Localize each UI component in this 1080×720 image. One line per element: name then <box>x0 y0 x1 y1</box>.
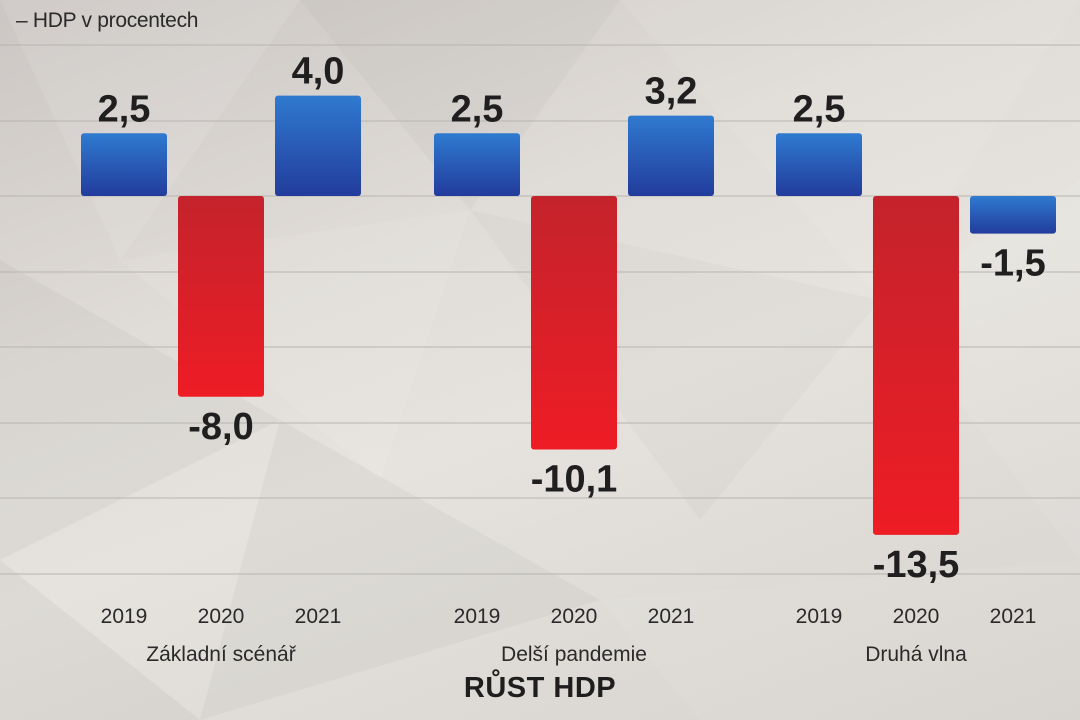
chart-subtitle: – HDP v procentech <box>16 9 199 32</box>
x-tick-label: 2020 <box>893 605 940 628</box>
x-tick-label: 2019 <box>454 605 501 628</box>
x-tick-label: 2020 <box>551 605 598 628</box>
data-label: 2,5 <box>451 88 504 130</box>
data-label: 3,2 <box>645 71 698 113</box>
bar-2021 <box>628 115 714 196</box>
x-tick-label: 2021 <box>648 605 695 628</box>
bar-2021 <box>275 95 361 196</box>
bar-2021 <box>970 196 1056 234</box>
bar-2019 <box>434 133 520 196</box>
bar-2020 <box>531 196 617 450</box>
x-tick-label: 2019 <box>796 605 843 628</box>
data-label: 4,0 <box>292 51 345 93</box>
group-label: Delší pandemie <box>501 643 647 666</box>
data-label: 2,5 <box>98 88 151 130</box>
data-label: 2,5 <box>793 88 846 130</box>
bar-2019 <box>81 133 167 196</box>
x-tick-label: 2021 <box>990 605 1037 628</box>
x-tick-label: 2019 <box>101 605 148 628</box>
bar-2019 <box>776 133 862 196</box>
group-label: Základní scénář <box>146 643 296 666</box>
chart-title: RŮST HDP <box>463 672 617 704</box>
data-label: -8,0 <box>188 406 253 448</box>
data-label: -1,5 <box>980 243 1045 285</box>
bar-2020 <box>178 196 264 397</box>
x-tick-label: 2020 <box>198 605 245 628</box>
data-label: -13,5 <box>873 544 960 586</box>
data-label: -10,1 <box>531 459 618 501</box>
group-label: Druhá vlna <box>865 643 967 666</box>
bar-2020 <box>873 196 959 535</box>
x-tick-label: 2021 <box>295 605 342 628</box>
